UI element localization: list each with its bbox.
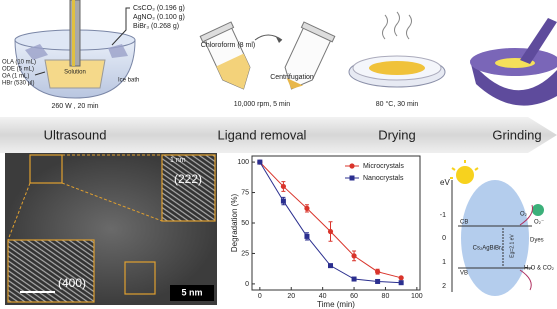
marker xyxy=(328,229,333,234)
reagent: HBr (530 µl) xyxy=(2,81,34,87)
marker xyxy=(352,277,357,282)
marker xyxy=(257,160,262,165)
marker xyxy=(399,280,404,285)
marker xyxy=(304,206,309,211)
reagent: BiBr₃ (0.268 g) xyxy=(133,23,179,30)
ice-bath-label: Ice bath xyxy=(118,78,139,84)
species-label: O₂ xyxy=(520,212,528,218)
legend-marker xyxy=(349,163,354,168)
petri-dish xyxy=(349,12,445,87)
legend-label: Microcrystals xyxy=(363,163,404,170)
condition: 10,000 rpm, 5 min xyxy=(234,101,291,108)
gap-label: Eg=2.1 eV xyxy=(509,234,515,258)
plane-label: (400) xyxy=(58,276,86,290)
species-label: Dyes xyxy=(530,238,544,244)
reagent: OLA (10 mL) xyxy=(2,60,36,66)
y-tick-label: 50 xyxy=(241,220,249,227)
chloroform-label: Chloroform (8 ml) xyxy=(201,42,255,49)
tubes xyxy=(200,22,335,96)
marker xyxy=(399,275,404,280)
condition: 260 W , 20 min xyxy=(51,103,98,110)
x-tick-label: 0 xyxy=(258,293,262,300)
x-tick-label: 80 xyxy=(382,293,390,300)
x-tick-label: 100 xyxy=(411,293,423,300)
reagent: AgNO₃ (0.100 g) xyxy=(133,14,185,21)
solution-label: Solution xyxy=(64,70,86,76)
marker xyxy=(304,234,309,239)
x-axis-title: Time (min) xyxy=(317,300,355,309)
marker xyxy=(281,199,286,204)
y-tick-label: 75 xyxy=(241,189,249,196)
step-label: Drying xyxy=(378,127,416,142)
scale-label: 5 nm xyxy=(181,287,202,297)
marker xyxy=(375,279,380,284)
band-label: CB xyxy=(460,220,468,226)
figure: CsCO₃ (0.196 g) AgNO₃ (0.100 g) BiBr₃ (0… xyxy=(0,0,557,309)
legend-label: Nanocrystals xyxy=(363,175,404,182)
step-label: Grinding xyxy=(492,127,541,142)
plane-label: (222) xyxy=(174,172,202,186)
centrifugation-label: Centrifugation xyxy=(270,74,314,81)
species-label: O₂⁻ xyxy=(534,220,544,226)
species-label: H₂O & CO₂ xyxy=(524,266,555,272)
step-label: Ultrasound xyxy=(44,127,107,142)
reagent: OA (1 mL) xyxy=(2,74,29,80)
x-tick-label: 20 xyxy=(287,293,295,300)
x-tick-label: 60 xyxy=(350,293,358,300)
degradation-chart: 0 25 50 75 100 0 20 40 60 80 100 Time (min) Degradat… xyxy=(230,156,423,309)
mortar xyxy=(470,18,557,106)
marker xyxy=(328,263,333,268)
marker xyxy=(351,253,356,258)
condition: 80 °C, 30 min xyxy=(376,100,419,108)
x-tick-label: 40 xyxy=(319,293,327,300)
level-label: 2 xyxy=(442,283,446,290)
y-tick-label: 25 xyxy=(241,250,249,257)
band-label: VB xyxy=(460,271,468,277)
y-axis-title: Degradation (%) xyxy=(230,194,239,253)
y-tick-label: 0 xyxy=(245,281,249,288)
level-label: 0 xyxy=(442,235,446,242)
axis-title: eV xyxy=(440,178,450,187)
step-label: Ligand removal xyxy=(218,127,307,142)
y-tick-label: 100 xyxy=(237,159,249,166)
marker xyxy=(281,184,286,189)
legend-marker xyxy=(350,176,355,181)
marker xyxy=(375,269,380,274)
level-label: -1 xyxy=(440,212,446,219)
material-label: Cs₂AgBiBr₆ xyxy=(473,246,504,252)
level-label: 1 xyxy=(442,259,446,266)
reagent: CsCO₃ (0.196 g) xyxy=(133,5,185,12)
reagent: ODE (5 mL) xyxy=(2,67,34,73)
scale-label: 1 nm xyxy=(170,157,186,164)
